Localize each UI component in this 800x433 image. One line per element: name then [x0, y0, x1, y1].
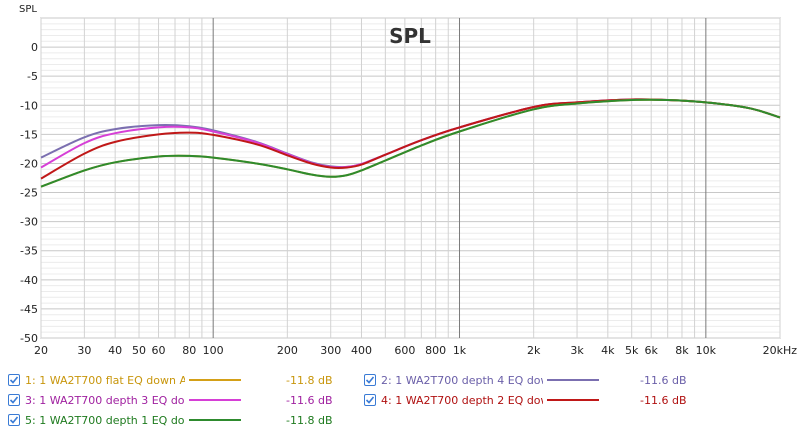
- x-tick-label: 2k: [527, 344, 541, 357]
- x-tick-label: 5k: [625, 344, 639, 357]
- x-tick-label: 400: [351, 344, 372, 357]
- legend-swatch: [189, 419, 241, 421]
- legend-label: 4: 1 WA2T700 depth 2 EQ dowr: [381, 393, 543, 407]
- check-icon: [9, 416, 19, 424]
- checkbox[interactable]: [8, 374, 20, 386]
- x-tick-label: 20kHz: [763, 344, 798, 357]
- y-tick-label: -25: [20, 187, 38, 200]
- y-axis-label: SPL: [19, 4, 37, 15]
- x-tick-label: 4k: [601, 344, 615, 357]
- x-tick-label: 40: [108, 344, 122, 357]
- chart-title: SPL: [389, 24, 431, 48]
- x-tick-label: 60: [152, 344, 166, 357]
- series-lines: [40, 98, 781, 188]
- y-tick-label: 0: [31, 41, 38, 54]
- plot-area: [40, 17, 781, 339]
- y-tick-label: -45: [20, 303, 38, 316]
- x-tick-label: 800: [425, 344, 446, 357]
- checkbox[interactable]: [8, 414, 20, 426]
- checkbox[interactable]: [364, 374, 376, 386]
- legend-label: 5: 1 WA2T700 depth 1 EQ dowr: [25, 413, 185, 427]
- legend-label: 1: 1 WA2T700 flat EQ down Au: [25, 373, 185, 387]
- x-tick-label: 600: [394, 344, 415, 357]
- series-line: [40, 98, 781, 188]
- y-tick-label: -15: [20, 128, 38, 141]
- x-tick-label: 1k: [453, 344, 467, 357]
- legend-label: 3: 1 WA2T700 depth 3 EQ dowr: [25, 393, 185, 407]
- y-tick-labels: 0 -5 -10 -15 -20 -25 -30 -35 -40 -45 -50: [20, 41, 38, 345]
- y-tick-label: -30: [20, 216, 38, 229]
- y-tick-label: -50: [20, 332, 38, 345]
- x-tick-label: 80: [182, 344, 196, 357]
- y-tick-label: -5: [27, 70, 38, 83]
- y-tick-label: -20: [20, 157, 38, 170]
- legend-swatch: [189, 399, 241, 401]
- x-tick-label: 300: [320, 344, 341, 357]
- checkbox[interactable]: [364, 394, 376, 406]
- checkbox[interactable]: [8, 394, 20, 406]
- x-tick-label: 6k: [645, 344, 659, 357]
- check-icon: [9, 396, 19, 404]
- legend-item[interactable]: 5: 1 WA2T700 depth 1 EQ dowr -11.8 dB: [8, 411, 333, 429]
- x-tick-labels: 20 30 40 50 60 80 100 200 300 400 600 800 1k 2k 3k 4k 5k…: [34, 344, 797, 357]
- legend-value: -11.6 dB: [286, 393, 333, 407]
- legend-item[interactable]: 2: 1 WA2T700 depth 4 EQ dowr -11.6 dB: [364, 371, 687, 389]
- x-tick-label: 200: [277, 344, 298, 357]
- legend-swatch: [189, 379, 241, 381]
- legend-swatch: [547, 379, 599, 381]
- y-tick-label: -10: [20, 99, 38, 112]
- check-icon: [365, 396, 375, 404]
- x-tick-label: 8k: [675, 344, 689, 357]
- y-tick-label: -35: [20, 245, 38, 258]
- legend: 1: 1 WA2T700 flat EQ down Au -11.8 dB 2:…: [0, 368, 800, 433]
- x-tick-label: 50: [132, 344, 146, 357]
- spl-chart: 0 -5 -10 -15 -20 -25 -30 -35 -40 -45 -50 20 30 40 50 6…: [19, 4, 797, 357]
- legend-value: -11.8 dB: [286, 413, 333, 427]
- legend-item[interactable]: 1: 1 WA2T700 flat EQ down Au -11.8 dB: [8, 371, 333, 389]
- check-icon: [365, 376, 375, 384]
- x-tick-label: 30: [77, 344, 91, 357]
- legend-swatch: [547, 399, 599, 401]
- x-tick-label: 20: [34, 344, 48, 357]
- legend-item[interactable]: 3: 1 WA2T700 depth 3 EQ dowr -11.6 dB: [8, 391, 333, 409]
- x-tick-label: 10k: [696, 344, 717, 357]
- x-tick-label: 3k: [570, 344, 584, 357]
- y-tick-label: -40: [20, 274, 38, 287]
- check-icon: [9, 376, 19, 384]
- grid: [40, 17, 781, 339]
- legend-value: -11.8 dB: [286, 373, 333, 387]
- legend-value: -11.6 dB: [640, 393, 687, 407]
- legend-label: 2: 1 WA2T700 depth 4 EQ dowr: [381, 373, 543, 387]
- legend-item[interactable]: 4: 1 WA2T700 depth 2 EQ dowr -11.6 dB: [364, 391, 687, 409]
- legend-value: -11.6 dB: [640, 373, 687, 387]
- x-tick-label: 100: [203, 344, 224, 357]
